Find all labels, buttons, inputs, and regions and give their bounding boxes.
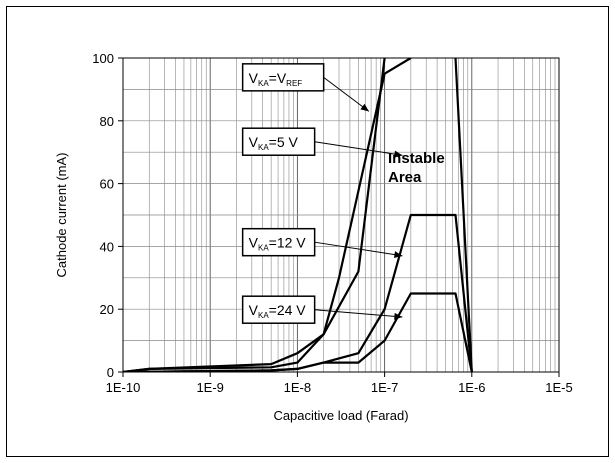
x-tick-label: 1E-9	[196, 380, 223, 395]
arrow-head	[394, 312, 403, 320]
y-tick-label: 100	[92, 51, 114, 66]
annotation-box	[241, 63, 325, 92]
arrow-head	[393, 150, 403, 158]
annotation-leader	[314, 241, 403, 257]
arrow-head	[393, 251, 403, 259]
annotation-box	[241, 295, 316, 324]
annotation-box	[241, 227, 316, 257]
y-tick-label: 60	[100, 177, 114, 192]
annotation-leader	[314, 141, 403, 156]
ticks: 1E-10 1E-9 1E-8 1E-7 1E-6 1E-5 0 20 40 60 80 100	[92, 51, 572, 395]
annotation-v24: VKA=24 V	[241, 295, 403, 324]
annotation-text: VKA=24 V	[249, 302, 307, 320]
annotation-ref: VKA=VREF	[241, 63, 370, 112]
y-tick-label: 20	[100, 302, 114, 317]
figure-frame	[6, 6, 609, 457]
x-axis-label: Capacitive load (Farad)	[273, 408, 408, 423]
annotation-leader	[314, 309, 403, 318]
plot-border	[122, 57, 560, 373]
annotation-text: VKA=5 V	[249, 134, 299, 152]
annotation-v12: VKA=12 V	[241, 227, 403, 259]
y-axis-label: Cathode current (mA)	[54, 153, 69, 278]
current-curve	[123, 292, 473, 372]
y-tick-label: 40	[100, 239, 114, 254]
annotation-text: VKA=12 V	[249, 235, 307, 253]
x-tick-label: 1E-10	[106, 380, 141, 395]
region-label-line-2: Area	[388, 169, 422, 186]
y-tick-label: 0	[107, 365, 114, 380]
current-curve	[123, 58, 386, 372]
annotations: VKA=VREF VKA=5 V VKA=12 V VKA=24 V	[241, 63, 403, 324]
region-label: Instable Area	[388, 150, 445, 186]
curves	[123, 58, 473, 372]
x-tick-label: 1E-6	[458, 380, 485, 395]
grid	[122, 58, 559, 372]
annotation-text: VKA=VREF	[249, 70, 303, 88]
y-tick-label: 80	[100, 114, 114, 129]
arrow-head	[360, 103, 369, 112]
annotation-leader	[323, 76, 370, 112]
x-tick-label: 1E-7	[371, 380, 398, 395]
x-tick-label: 1E-5	[545, 380, 572, 395]
x-tick-label: 1E-8	[284, 380, 311, 395]
annotation-v5: VKA=5 V	[241, 127, 403, 158]
instable-boundary	[454, 58, 473, 372]
region-label-line-1: Instable	[388, 150, 445, 167]
annotation-box	[241, 127, 316, 156]
